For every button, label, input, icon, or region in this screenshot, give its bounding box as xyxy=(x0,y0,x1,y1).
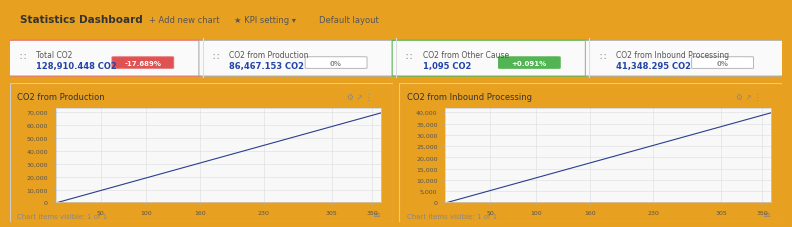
FancyBboxPatch shape xyxy=(498,57,560,69)
Text: 0%: 0% xyxy=(717,60,729,66)
Text: Chart items visible: 1 of 1: Chart items visible: 1 of 1 xyxy=(17,213,108,219)
FancyBboxPatch shape xyxy=(112,57,173,69)
Text: CO2 from Inbound Processing: CO2 from Inbound Processing xyxy=(616,51,729,60)
FancyBboxPatch shape xyxy=(6,41,207,77)
Text: Default layout: Default layout xyxy=(318,16,379,25)
Text: ≡: ≡ xyxy=(373,209,381,219)
Text: ⚙ ↗ ⋮: ⚙ ↗ ⋮ xyxy=(737,93,762,102)
Text: 1,095 CO2: 1,095 CO2 xyxy=(423,62,471,71)
Text: -17.689%: -17.689% xyxy=(124,60,162,66)
Text: ∷: ∷ xyxy=(406,52,412,62)
Text: 128,910.448 CO2: 128,910.448 CO2 xyxy=(36,62,117,71)
Text: 86,467.153 CO2: 86,467.153 CO2 xyxy=(230,62,304,71)
Text: +0.091%: +0.091% xyxy=(512,60,547,66)
Text: Total CO2: Total CO2 xyxy=(36,51,73,60)
Text: Chart items visible: 1 of 1: Chart items visible: 1 of 1 xyxy=(407,213,497,219)
Text: ∷: ∷ xyxy=(599,52,605,62)
Text: ∷: ∷ xyxy=(19,52,25,62)
Text: 0%: 0% xyxy=(330,60,342,66)
Text: Statistics Dashboard: Statistics Dashboard xyxy=(20,15,143,25)
Text: 41,348.295 CO2: 41,348.295 CO2 xyxy=(616,62,691,71)
FancyBboxPatch shape xyxy=(691,57,753,69)
Text: CO2 from Production: CO2 from Production xyxy=(230,51,309,60)
Text: CO2 from Production: CO2 from Production xyxy=(17,93,105,102)
Text: ≡: ≡ xyxy=(763,209,771,219)
Text: CO2 from Inbound Processing: CO2 from Inbound Processing xyxy=(407,93,532,102)
Text: + Add new chart: + Add new chart xyxy=(149,16,219,25)
FancyBboxPatch shape xyxy=(305,57,367,69)
FancyBboxPatch shape xyxy=(199,41,400,77)
Text: ∷: ∷ xyxy=(212,52,219,62)
Text: ★ KPI setting ▾: ★ KPI setting ▾ xyxy=(234,16,295,25)
FancyBboxPatch shape xyxy=(585,41,786,77)
FancyBboxPatch shape xyxy=(392,41,593,77)
Text: CO2 from Other Cause: CO2 from Other Cause xyxy=(423,51,508,60)
Text: ⚙ ↗ ⋮: ⚙ ↗ ⋮ xyxy=(347,93,372,102)
